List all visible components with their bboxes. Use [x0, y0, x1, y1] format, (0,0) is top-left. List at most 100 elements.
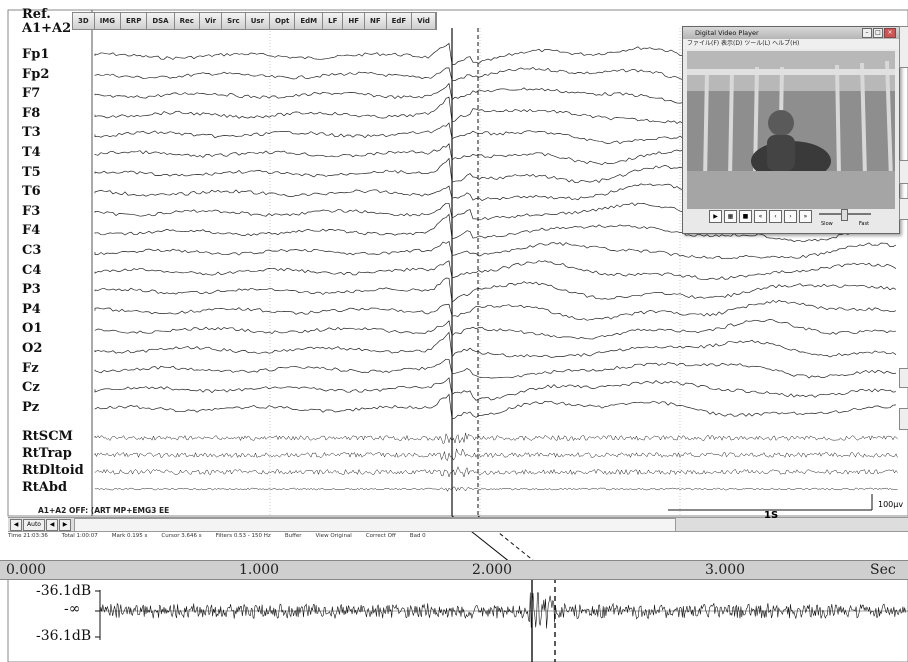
emg-label-rtscm: RtSCM	[22, 429, 73, 444]
video-player-titlebar[interactable]: Digital Video Player – □ ×	[683, 27, 899, 39]
status-mark: Mark 0.195 s	[111, 533, 148, 539]
trace-f4	[94, 213, 897, 243]
step-back-video-icon[interactable]: ‹	[769, 210, 782, 223]
trace-cz	[94, 377, 897, 401]
play-icon[interactable]: ▶	[709, 210, 722, 223]
side-panel-lower2[interactable]	[899, 408, 908, 430]
rewind-icon[interactable]: «	[754, 210, 767, 223]
step-forward-video-icon[interactable]: ›	[784, 210, 797, 223]
channel-label-p3: P3	[22, 282, 41, 298]
status-time: Time 21:03:36	[8, 533, 48, 539]
status-bad: Bad 0	[409, 533, 426, 539]
trace-fz	[94, 358, 897, 379]
emg-label-rttrap: RtTrap	[22, 446, 72, 461]
toolbar-nf-button[interactable]: NF	[365, 13, 387, 29]
status-bar: Time 21:03:36 Total 1:00:07 Mark 0.195 s…	[8, 531, 908, 541]
side-panel-mid[interactable]	[899, 160, 908, 184]
maximize-icon[interactable]: □	[873, 28, 883, 38]
toolbar-vid-button[interactable]: Vid	[412, 13, 436, 29]
toolbar-edm-button[interactable]: EdM	[295, 13, 324, 29]
toolbar-usr-button[interactable]: Usr	[245, 13, 271, 29]
toolbar-rec-button[interactable]: Rec	[174, 13, 200, 29]
channel-label-cz: Cz	[22, 380, 40, 396]
channel-label-p4: P4	[22, 301, 41, 317]
close-icon[interactable]: ×	[884, 28, 896, 38]
step-forward-icon[interactable]: ▶	[59, 519, 71, 531]
toolbar-vir-button[interactable]: Vir	[199, 13, 223, 29]
channel-label-fp2: Fp2	[22, 66, 50, 82]
channel-label-f8: F8	[22, 105, 41, 121]
channel-label-o2: O2	[22, 341, 43, 356]
trace-c4	[94, 260, 897, 280]
status-view: View Original	[315, 533, 352, 539]
trace-pz	[94, 393, 897, 420]
trace-c3	[94, 240, 897, 260]
trace-p4	[94, 299, 897, 321]
trace-o2	[94, 331, 897, 358]
montage-label: A1+A2 OFF: (ART MP+EMG3 EE	[38, 506, 170, 515]
tick-2: 2.000	[472, 562, 513, 578]
toolbar-hf-button[interactable]: HF	[343, 13, 365, 29]
side-panel-lower[interactable]	[899, 368, 908, 388]
tick-1: 1.000	[239, 562, 280, 578]
toolbar-opt-button[interactable]: Opt	[270, 13, 296, 29]
speed-slider-thumb[interactable]	[841, 209, 848, 221]
channel-label-t3: T3	[22, 125, 41, 141]
toolbar-lf-button[interactable]: LF	[323, 13, 344, 29]
channel-label-t6: T6	[22, 184, 41, 200]
channel-label-f4: F4	[22, 223, 41, 239]
trace-rttrap	[94, 447, 898, 462]
eeg-frame	[7, 9, 908, 517]
status-filters: Filters 0.53 - 150 Hz	[215, 533, 271, 539]
video-player-menu[interactable]: ファイル(F) 表示(D) ツール(L) ヘルプ(H)	[683, 39, 899, 49]
time-scrollbar[interactable]	[74, 518, 676, 532]
toolbar-3d-button[interactable]: 3D	[73, 13, 95, 29]
toolbar-dsa-button[interactable]: DSA	[147, 13, 175, 29]
tick-0: 0.000	[6, 562, 47, 578]
amplitude-scale-label: 100µv	[878, 500, 904, 509]
minimize-icon[interactable]: –	[862, 28, 872, 38]
toolbar-erp-button[interactable]: ERP	[121, 13, 148, 29]
trace-rtdltoid	[94, 466, 898, 478]
status-cursor: Cursor 3.646 s	[161, 533, 202, 539]
video-frame	[687, 51, 895, 229]
db-mid-label: -∞	[64, 601, 81, 617]
fast-forward-icon[interactable]: »	[799, 210, 812, 223]
tick-3: 3.000	[705, 562, 746, 578]
time-scale-label: 1S	[764, 510, 779, 521]
video-player-window[interactable]: Digital Video Player – □ × ファイル(F) 表示(D)…	[682, 26, 900, 234]
side-panel-top[interactable]	[899, 26, 908, 68]
trace-o1	[94, 319, 897, 340]
status-total: Total 1:00:07	[61, 533, 98, 539]
prev-page-icon[interactable]: ◀	[10, 519, 22, 531]
fast-label: Fast	[859, 221, 870, 227]
toolbar-src-button[interactable]: Src	[222, 13, 246, 29]
reference-label: Ref. A1+A2	[22, 7, 72, 36]
toolbar-edf-button[interactable]: EdF	[386, 13, 413, 29]
slow-label: Slow	[821, 221, 833, 227]
audio-waveform	[100, 592, 906, 629]
trace-p3	[94, 277, 897, 303]
step-back-icon[interactable]: ◀	[46, 519, 58, 531]
channel-label-t5: T5	[22, 164, 41, 180]
channel-label-o1: O1	[22, 321, 43, 337]
toolbar-img-button[interactable]: IMG	[94, 13, 122, 29]
channel-label-c4: C4	[22, 262, 42, 278]
stop-icon[interactable]: ■	[739, 210, 752, 223]
status-buffer: Buffer	[284, 533, 302, 539]
speed-slider[interactable]	[819, 209, 871, 221]
channel-label-f3: F3	[22, 203, 41, 219]
trace-rtabd	[94, 486, 898, 492]
db-bottom-label: -36.1dB	[36, 628, 92, 644]
time-ruler: 0.000 1.000 2.000 3.000 Sec	[0, 560, 908, 580]
channel-label-fz: Fz	[22, 360, 39, 376]
video-controls: ▶ ▦ ■ « ‹ › »	[709, 210, 812, 224]
emg-label-rtabd: RtAbd	[22, 480, 68, 495]
auto-button[interactable]: Auto	[23, 519, 45, 531]
emg-label-rtdltoid: RtDltoid	[22, 463, 84, 478]
frame-icon[interactable]: ▦	[724, 210, 737, 223]
side-panel-mid2[interactable]	[899, 198, 908, 220]
trace-rtscm	[94, 432, 898, 444]
time-unit: Sec	[870, 562, 896, 578]
